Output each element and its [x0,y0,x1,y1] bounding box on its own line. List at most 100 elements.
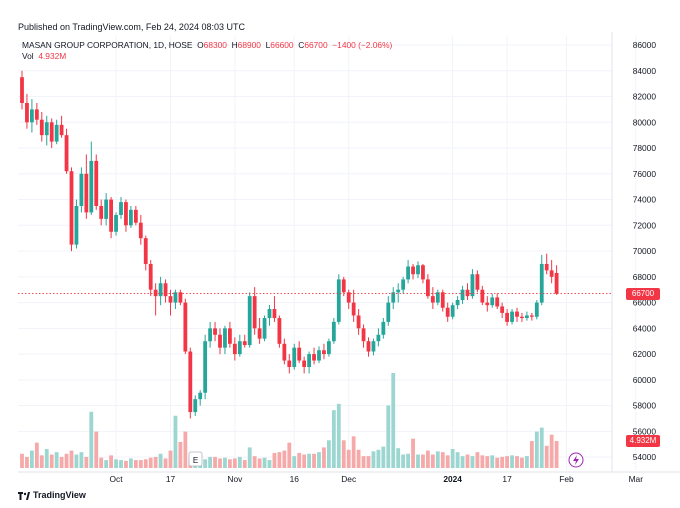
candle-body [282,343,287,361]
candle-body [79,173,84,206]
price-tick-label: 62000 [633,349,657,359]
candle-body [129,209,133,226]
volume-bar [554,441,559,468]
time-tick-label: Oct [110,474,124,484]
candle-body [341,279,346,293]
volume-bar [391,373,396,468]
candle-body [208,328,212,342]
low-label: L [265,40,271,50]
candle-body [336,279,341,322]
volume-label: Vol [22,51,34,61]
candle-body [376,334,381,342]
candle-body [312,354,316,361]
time-tick-label: 2024 [443,474,462,484]
price-tick-label: 66000 [633,298,657,308]
volume-bar [544,445,549,468]
candle-body [143,238,148,264]
price-tick-label: 84000 [633,66,657,76]
volume-bar [336,403,341,468]
candle-body [450,305,455,317]
price-tick-label: 86000 [633,40,657,50]
volume-bar [430,454,435,468]
volume-bar [99,457,104,468]
volume-bar [525,456,529,468]
volume-bar [302,454,307,468]
volume-bar [361,456,366,468]
candle-body [124,202,128,226]
price-tick-label: 78000 [633,143,657,153]
price-tick-label: 64000 [633,323,657,333]
volume-bar [173,415,178,468]
volume-bar [232,458,237,468]
price-tick-label: 72000 [633,220,657,230]
candlesticks [20,70,559,419]
lightning-icon[interactable] [568,452,584,468]
candle-body [20,77,24,103]
volume-bar [386,405,391,468]
candle-body [94,160,99,206]
volume-bar [89,411,94,468]
candle-body [213,328,217,335]
candle-body [361,328,366,342]
volume-bar [470,456,475,468]
time-tick-label: 17 [166,474,176,484]
volume-value: 4.932M [38,51,67,61]
volume-bar [322,447,326,468]
candle-body [223,328,227,348]
candle-body [109,199,113,232]
volume-bar [445,455,450,468]
candle-body [505,312,509,322]
symbol-title[interactable]: MASAN GROUP CORPORATION, 1D, HOSE [22,40,193,50]
candle-body [252,296,257,329]
volume-bar [25,456,29,468]
volume-bar [94,431,99,468]
volume-bar [426,450,430,468]
candle-body [237,341,242,355]
price-axis[interactable]: 54000 56000 58000 60000 62000 64000 66000 68000… [633,40,657,462]
volume-bar [237,456,242,468]
time-tick-label: 16 [290,474,300,484]
price-tick-label: 56000 [633,426,657,436]
candle-body [470,274,475,297]
price-tick-label: 70000 [633,246,657,256]
candle-body [351,302,356,316]
high-value: 68900 [237,40,261,50]
candle-body [381,321,386,335]
candle-body [435,292,440,303]
volume-bar [242,460,247,468]
volume-bar [416,454,420,468]
high-label: H [231,40,238,50]
candle-body [247,296,252,346]
candle-body [297,347,302,361]
candle-body [39,119,44,136]
candle-body [44,122,49,136]
volume-bar [450,449,455,468]
candle-body [193,399,198,413]
candle-body [183,302,188,352]
tradingview-brand[interactable]: TradingView [33,490,86,500]
volume-bar [79,452,84,468]
volume-bar [104,460,109,468]
candle-body [178,292,183,303]
volume-bar [440,452,445,468]
candle-body [218,334,222,348]
volume-bar [30,450,34,468]
candle-body [331,321,336,342]
time-axis[interactable]: Oct 17 Nov 16 Dec 2024 17 Feb Mar [110,474,644,484]
earnings-marker[interactable]: E [188,451,203,467]
volume-bar [549,434,554,468]
volume-bar [148,457,153,468]
volume-bar [163,458,168,468]
candle-body [89,160,94,213]
volume-bar [267,460,272,468]
volume-bar [158,453,163,468]
change-value: −1400 (−2.06%) [332,40,393,50]
volume-bar [505,456,509,468]
candle-body [520,316,524,319]
candle-body [500,306,505,313]
candle-body [34,109,39,120]
candle-body [534,302,539,317]
volume-bar [520,457,524,468]
candle-body [455,300,460,306]
